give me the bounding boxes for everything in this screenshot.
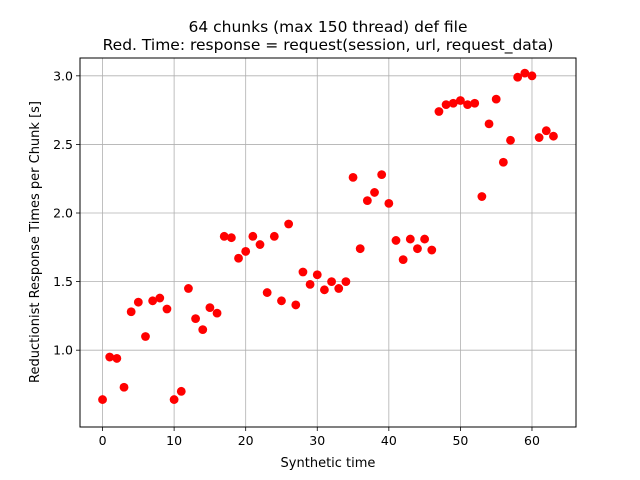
data-point bbox=[456, 96, 465, 105]
y-axis-label: Reductionist Response Times per Chunk [s… bbox=[28, 101, 43, 383]
data-point bbox=[448, 98, 458, 108]
data-point bbox=[534, 133, 544, 142]
data-point bbox=[477, 192, 487, 201]
data-point bbox=[141, 332, 150, 341]
data-point bbox=[498, 157, 508, 167]
data-point bbox=[112, 354, 122, 363]
data-point bbox=[334, 284, 344, 293]
data-point bbox=[520, 68, 530, 78]
data-point bbox=[348, 172, 358, 182]
y-tick-label: 1.0 bbox=[53, 343, 73, 358]
data-point bbox=[541, 126, 551, 136]
data-point bbox=[248, 231, 258, 241]
chart-title-line-2: Red. Time: response = request(session, u… bbox=[103, 36, 554, 55]
data-point bbox=[377, 170, 387, 179]
data-point bbox=[126, 307, 136, 317]
data-point bbox=[384, 199, 394, 208]
data-point bbox=[355, 244, 365, 254]
data-point bbox=[506, 135, 515, 145]
data-point bbox=[312, 270, 322, 280]
data-point bbox=[277, 296, 286, 306]
data-point bbox=[420, 234, 430, 244]
x-tick-label: 0 bbox=[99, 433, 107, 448]
data-point bbox=[133, 297, 143, 307]
data-point bbox=[470, 98, 480, 108]
data-point bbox=[305, 279, 315, 289]
x-tick-label: 10 bbox=[166, 433, 182, 448]
x-tick-label: 30 bbox=[309, 433, 325, 448]
data-point bbox=[413, 244, 422, 254]
data-point bbox=[362, 196, 372, 206]
data-point bbox=[205, 303, 215, 313]
data-point bbox=[284, 219, 294, 229]
y-tick-label: 2.0 bbox=[53, 206, 73, 221]
data-point bbox=[549, 131, 558, 141]
y-tick-label: 3.0 bbox=[53, 68, 73, 83]
data-point bbox=[234, 253, 243, 263]
data-point bbox=[269, 231, 279, 241]
x-tick-label: 20 bbox=[238, 433, 254, 448]
data-point bbox=[434, 107, 444, 116]
data-point bbox=[155, 293, 165, 303]
data-point bbox=[513, 72, 523, 82]
x-tick-label: 40 bbox=[381, 433, 397, 448]
y-tick-label: 2.5 bbox=[53, 137, 73, 152]
data-point bbox=[184, 284, 193, 293]
data-point bbox=[148, 296, 158, 306]
data-point bbox=[398, 255, 408, 265]
data-point bbox=[463, 100, 472, 110]
x-tick-label: 50 bbox=[452, 433, 468, 448]
data-point bbox=[327, 277, 336, 286]
data-point bbox=[320, 285, 329, 295]
data-point bbox=[341, 277, 351, 286]
data-point bbox=[98, 395, 107, 404]
x-axis-label: Synthetic time bbox=[281, 456, 376, 471]
data-point bbox=[255, 240, 265, 249]
data-point bbox=[491, 94, 501, 104]
chart-title-line-1: 64 chunks (max 150 thread) def file bbox=[188, 18, 467, 36]
data-point bbox=[370, 188, 379, 197]
data-point bbox=[119, 382, 129, 392]
plot-area-frame bbox=[79, 57, 577, 428]
data-point bbox=[391, 236, 401, 245]
data-point bbox=[212, 308, 222, 318]
data-point bbox=[198, 325, 208, 335]
data-point bbox=[105, 352, 115, 362]
data-point bbox=[162, 304, 172, 314]
data-point bbox=[191, 314, 200, 324]
x-tick-label: 60 bbox=[524, 433, 540, 448]
data-point bbox=[441, 100, 451, 110]
data-point bbox=[427, 245, 437, 255]
axis-ticks: 0 10 20 30 40 50 60 1.0 1.5 2.0 2.5 3.0 bbox=[53, 68, 540, 448]
data-point bbox=[176, 386, 186, 396]
data-points bbox=[98, 68, 558, 404]
data-point bbox=[527, 71, 537, 81]
data-point bbox=[298, 267, 308, 277]
data-point bbox=[226, 233, 236, 243]
data-point bbox=[291, 300, 301, 310]
data-point bbox=[405, 234, 415, 244]
data-point bbox=[169, 395, 179, 404]
data-point bbox=[484, 119, 494, 129]
data-point bbox=[262, 288, 272, 297]
data-point bbox=[241, 247, 251, 256]
data-point bbox=[219, 231, 229, 241]
y-tick-label: 1.5 bbox=[53, 274, 73, 289]
